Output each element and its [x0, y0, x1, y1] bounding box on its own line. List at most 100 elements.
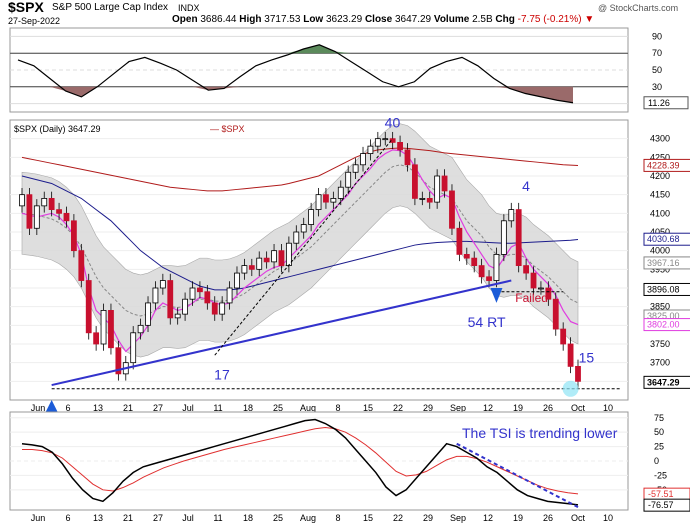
candle: [278, 250, 285, 267]
candle: [219, 302, 226, 315]
candle: [137, 324, 144, 334]
candle: [382, 138, 389, 141]
candle: [500, 220, 507, 255]
up-arrow-icon: [45, 400, 58, 412]
candle: [248, 265, 255, 270]
tsi-tick-label: -25: [654, 470, 667, 480]
annotation-failed: Failed: [515, 291, 548, 305]
price-value-label: 3825.00: [647, 311, 680, 321]
tsi-x-tick: 6: [65, 513, 70, 523]
price-x-tick: 27: [153, 403, 163, 413]
candle: [345, 171, 352, 188]
candle: [182, 298, 188, 315]
candle: [145, 302, 151, 326]
price-value-label: 4228.39: [647, 160, 680, 170]
candle: [263, 257, 270, 263]
candle: [575, 365, 581, 382]
tsi-x-tick: 11: [213, 513, 222, 523]
tsi-x-tick: 10: [603, 513, 613, 523]
tsi-x-tick: 12: [483, 513, 493, 523]
tsi-x-tick: 19: [513, 513, 523, 523]
candle: [330, 197, 337, 203]
price-legend-red: — $SPX: [210, 124, 245, 134]
tsi-tick-label: 0: [654, 456, 659, 466]
candle: [419, 197, 426, 200]
tsi-x-tick: 15: [363, 513, 373, 523]
price-x-tick: 18: [243, 403, 253, 413]
price-x-tick: 15: [363, 403, 373, 413]
price-tick-label: 3750: [650, 339, 670, 349]
tsi-x-tick: Sep: [450, 513, 466, 523]
candle: [33, 205, 40, 229]
price-x-tick: 13: [93, 403, 103, 413]
price-tick-label: 3700: [650, 358, 670, 368]
candle: [323, 194, 329, 203]
candle: [285, 242, 292, 266]
price-value-label: 3896.08: [647, 284, 680, 294]
price-value-label: 3967.16: [647, 258, 680, 268]
price-value-box: [643, 375, 690, 389]
tsi-x-tick: 22: [393, 513, 403, 523]
tsi-tick-label: 25: [654, 442, 664, 452]
tsi-x-tick: 27: [153, 513, 163, 523]
annotation-4: 4: [522, 178, 530, 194]
tsi-x-tick: Oct: [571, 513, 586, 523]
candle: [56, 209, 62, 214]
candle: [63, 212, 70, 222]
price-tick-label: 4100: [650, 208, 670, 218]
candle: [70, 220, 77, 252]
tsi-x-tick: Aug: [300, 513, 316, 523]
ohlc-readout: Open 3686.44 High 3717.53 Low 3623.29 Cl…: [172, 14, 595, 25]
price-tick-label: 4150: [650, 190, 670, 200]
tsi-x-tick: 29: [423, 513, 433, 523]
price-x-tick: Jun: [31, 403, 46, 413]
exchange: INDX: [178, 3, 200, 13]
candle: [204, 291, 211, 304]
tsi-x-tick: 26: [543, 513, 553, 523]
price-x-tick: Aug: [300, 403, 316, 413]
price-x-tick: Oct: [571, 403, 586, 413]
tsi-tick-label: 75: [654, 413, 664, 423]
trendline-blue: [51, 279, 512, 387]
tsi-x-tick: 8: [335, 513, 340, 523]
annotation-54-rt: 54 RT: [468, 314, 506, 330]
candle: [493, 253, 500, 281]
ticker-symbol: $SPX: [8, 0, 44, 15]
index-name: S&P 500 Large Cap Index: [52, 2, 169, 13]
candle: [538, 287, 544, 290]
candle: [352, 164, 359, 173]
candle: [85, 280, 92, 334]
price-value-box: [643, 158, 690, 172]
trendline-dashed: [214, 138, 394, 356]
price-tick-label: 4250: [650, 152, 670, 162]
annotation-17: 17: [214, 366, 230, 382]
price-x-tick: 8: [335, 403, 340, 413]
candle: [404, 149, 411, 166]
candle: [234, 272, 240, 289]
price-tick-label: 4050: [650, 227, 670, 237]
price-x-tick: 12: [483, 403, 493, 413]
candle: [434, 175, 441, 203]
candle: [523, 265, 530, 274]
price-x-tick: 29: [423, 403, 433, 413]
highlight-circle: [562, 380, 579, 397]
candle: [374, 138, 381, 147]
rsi-oversold-fill: [18, 86, 573, 103]
candle: [226, 287, 233, 304]
candle: [515, 209, 522, 267]
annotation-15: 15: [579, 350, 595, 366]
candle: [360, 153, 366, 166]
candle: [567, 343, 574, 367]
price-x-tick: 10: [603, 403, 613, 413]
rsi-value-box: [643, 96, 689, 110]
ma-50-line: [21, 175, 579, 291]
candle: [508, 209, 515, 222]
rsi-tick-label: 90: [652, 31, 662, 41]
candle: [19, 194, 25, 207]
tsi-line: [21, 418, 579, 506]
candle: [115, 347, 122, 375]
candle: [26, 194, 33, 229]
tsi-x-tick: Jun: [31, 513, 46, 523]
